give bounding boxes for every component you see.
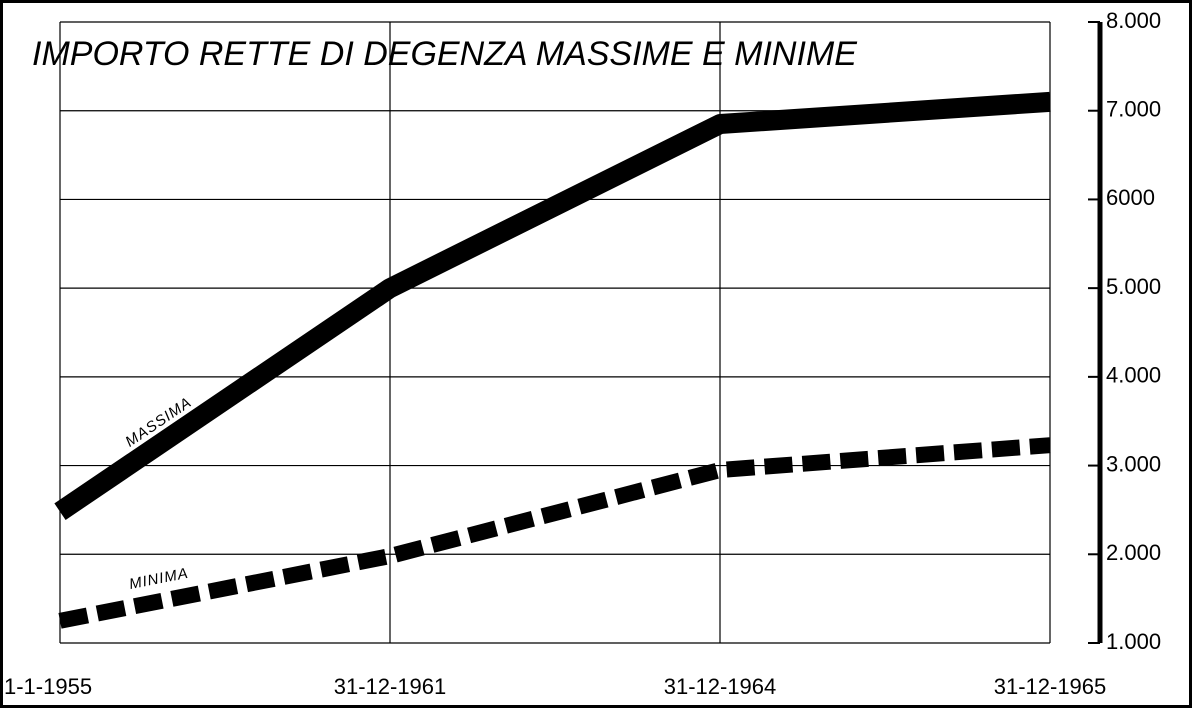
series-line [58,437,1051,629]
y-tick-label: 3.000 [1106,451,1161,476]
series-label: MINIMA [128,565,190,593]
x-tick-label: 31-12-1964 [664,674,777,699]
y-tick-label: 1.000 [1106,629,1161,654]
series-line [54,91,1051,520]
chart-title: IMPORTO RETTE DI DEGENZA MASSIME E MINIM… [32,35,857,73]
x-tick-label: 1-1-1955 [4,674,92,699]
y-tick-label: 6000 [1106,185,1155,210]
y-tick-label: 4.000 [1106,363,1161,388]
y-tick-label: 7.000 [1106,97,1161,122]
y-tick-label: 2.000 [1106,540,1161,565]
y-tick-label: 8.000 [1106,8,1161,33]
y-tick-label: 5.000 [1106,274,1161,299]
x-tick-label: 31-12-1961 [334,674,447,699]
x-tick-label: 31-12-1965 [994,674,1107,699]
